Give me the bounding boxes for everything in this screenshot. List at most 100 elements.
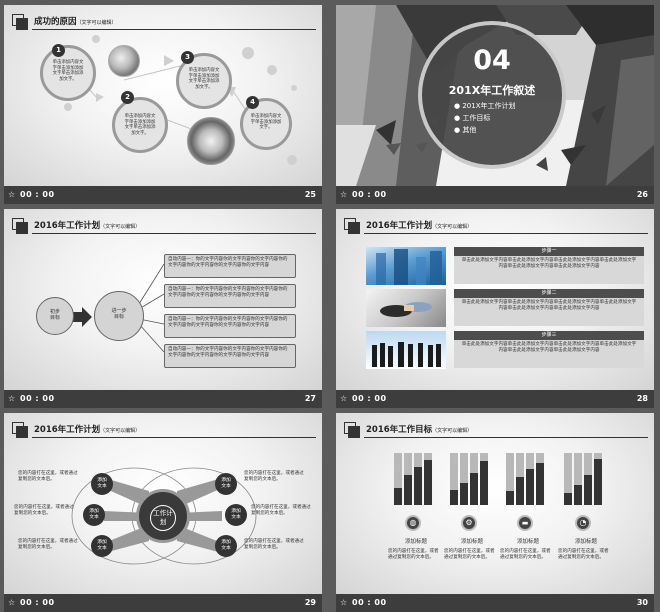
slide-status-bar: ☆ 00 : 00 28 (336, 390, 654, 408)
slide-number: 27 (304, 394, 316, 403)
header-square-fill (16, 426, 28, 438)
slide-thumb-26[interactable]: 04 201X年工作叙述 ● 201X年工作计划 ● 工作目标 ● 其他 ☆ 0… (336, 5, 654, 204)
slide-status-bar: ☆ 00 : 00 25 (4, 186, 322, 204)
content-box-1: 自动内容一：你的文字内容你的文字内容你的文字内容你的文字内容你的文字内容你的文字… (164, 254, 296, 278)
bar (394, 488, 402, 505)
goal-title-4: 添加标题 (574, 539, 597, 545)
next-goal-circle: 进一步目标 (94, 291, 144, 341)
node-right-bottom: 添加文本 (215, 535, 237, 557)
wallet-icon: ▬ (517, 515, 533, 531)
photo-handshake (366, 289, 446, 327)
slide-status-bar: ☆ 00 : 00 30 (336, 594, 654, 612)
slide-canvas: 2016年工作计划（文字可以编辑） 步骤一 单击此处添加文字内容单击此处添加文字… (336, 209, 654, 390)
bar (536, 463, 544, 505)
slide-number: 26 (636, 190, 648, 199)
side-text-left-3: 您的内容打在这里，或者通过复制您的文本后。 (18, 539, 78, 550)
slide-thumb-25[interactable]: 成功的原因（文字可以编辑） 单击添加内容文字单击添加添加文字单击添加添加文字。 … (4, 5, 322, 204)
photo-writing (187, 117, 235, 165)
section-item: ● 201X年工作计划 (454, 102, 516, 110)
slide-status-bar: ☆ 00 : 00 27 (4, 390, 322, 408)
bar-bg (506, 453, 514, 505)
bar-bg (574, 453, 582, 505)
bar (480, 461, 488, 505)
bar (594, 459, 602, 505)
step-body-1: 单击此处添加文字内容单击此处添加文字内容单击此处添加文字内容单击此处添加文字内容… (454, 256, 644, 284)
decor-dot (242, 47, 254, 59)
decor-dot (287, 155, 297, 165)
header-divider (364, 437, 648, 438)
bar (516, 477, 524, 505)
section-list: ● 201X年工作计划 ● 工作目标 ● 其他 (454, 100, 516, 136)
point-circle-1: 单击添加内容文字单击添加添加文字单击添加添加文字。 (40, 45, 96, 101)
star-icon: ☆ (8, 598, 16, 607)
header-divider (364, 233, 648, 234)
center-circle: 工作计划 (136, 489, 190, 543)
decor-dot (92, 35, 100, 43)
bar (450, 490, 458, 505)
step-body-2: 单击此处添加文字内容单击此处添加文字内容单击此处添加文字内容单击此处添加文字内容… (454, 298, 644, 326)
section-number: 04 (473, 45, 511, 76)
slide-thumb-29[interactable]: 2016年工作计划（文字可以编辑） 工作计划 添加文本 添加文本 添加文本 添加… (4, 413, 322, 612)
photo-skyscrapers (366, 247, 446, 285)
content-box-2: 自动内容一：你的文字内容你的文字内容你的文字内容你的文字内容你的文字内容你的文字… (164, 284, 296, 308)
node-left-bottom: 添加文本 (91, 535, 113, 557)
goal-text-3: 您的内容打在这里，或者通过复制您的文本后。 (500, 549, 551, 560)
section-circle (418, 21, 566, 169)
header-divider (32, 29, 316, 30)
slide-title: 成功的原因（文字可以编辑） (34, 17, 117, 27)
start-goal-circle: 初步目标 (36, 297, 74, 335)
slide-canvas: 2016年工作计划（文字可以编辑） 工作计划 添加文本 添加文本 添加文本 添加… (4, 413, 322, 594)
bar-bg (564, 453, 572, 505)
flow-lines (69, 263, 165, 353)
bar-group-4 (564, 453, 606, 505)
bar (584, 475, 592, 505)
step-header-1: 步骤一 (454, 247, 644, 256)
slide-canvas: 04 201X年工作叙述 ● 201X年工作计划 ● 工作目标 ● 其他 (336, 5, 654, 186)
slide-status-bar: ☆ 00 : 00 29 (4, 594, 322, 612)
header-square-fill (16, 18, 28, 30)
side-text-right-3: 您的内容打在这里，或者通过复制您的文本后。 (244, 539, 304, 550)
point-number-3: 3 (181, 51, 194, 64)
bar-group-3 (506, 453, 548, 505)
goal-text-4: 您的内容打在这里，或者通过复制您的文本后。 (558, 549, 609, 560)
slide-title: 2016年工作目标（文字可以编辑） (366, 425, 473, 435)
slide-timing: 00 : 00 (20, 598, 55, 607)
slide-title: 2016年工作计划（文字可以编辑） (34, 425, 141, 435)
bar-bg (394, 453, 402, 505)
bar (506, 491, 514, 505)
step-header-3: 步骤三 (454, 331, 644, 340)
side-text-right-2: 您的内容打在这里，或者通过复制您的文本后。 (251, 505, 311, 516)
bar (470, 473, 478, 505)
bar (526, 469, 534, 505)
slide-thumb-28[interactable]: 2016年工作计划（文字可以编辑） 步骤一 单击此处添加文字内容单击此处添加文字… (336, 209, 654, 408)
bar (564, 493, 572, 505)
star-icon: ☆ (340, 394, 348, 403)
globe-icon: ◍ (405, 515, 421, 531)
node-left-mid: 添加文本 (83, 504, 105, 526)
node-left-top: 添加文本 (91, 473, 113, 495)
slide-canvas: 2016年工作计划（文字可以编辑） 初步目标 进一步目标 自动内容一：你的文字内… (4, 209, 322, 390)
gears-icon: ⚙ (461, 515, 477, 531)
section-heading: 201X年工作叙述 (448, 84, 536, 97)
header-square-fill (348, 426, 360, 438)
point-number-2: 2 (121, 91, 134, 104)
slide-thumb-30[interactable]: 2016年工作目标（文字可以编辑） (336, 413, 654, 612)
decor-dot (291, 85, 297, 91)
goal-title-1: 添加标题 (404, 539, 427, 545)
slide-status-bar: ☆ 00 : 00 26 (336, 186, 654, 204)
node-right-mid: 添加文本 (225, 504, 247, 526)
side-text-left-2: 您的内容打在这里，或者通过复制您的文本后。 (14, 505, 74, 516)
point-circle-2: 单击添加内容文字单击添加添加文字单击添加添加文字。 (112, 97, 168, 153)
photo-handshake (108, 45, 140, 77)
slide-timing: 00 : 00 (352, 598, 387, 607)
photo-team (366, 331, 446, 369)
goal-text-2: 您的内容打在这里，或者通过复制您的文本后。 (444, 549, 495, 560)
slide-number: 25 (304, 190, 316, 199)
decor-dot (64, 103, 72, 111)
slide-thumb-27[interactable]: 2016年工作计划（文字可以编辑） 初步目标 进一步目标 自动内容一：你的文字内… (4, 209, 322, 408)
header-divider (32, 233, 316, 234)
bar (424, 460, 432, 505)
side-text-left-1: 您的内容打在这里，或者通过复制您的文本后。 (18, 471, 78, 482)
header-square-fill (348, 222, 360, 234)
slide-number: 28 (636, 394, 648, 403)
